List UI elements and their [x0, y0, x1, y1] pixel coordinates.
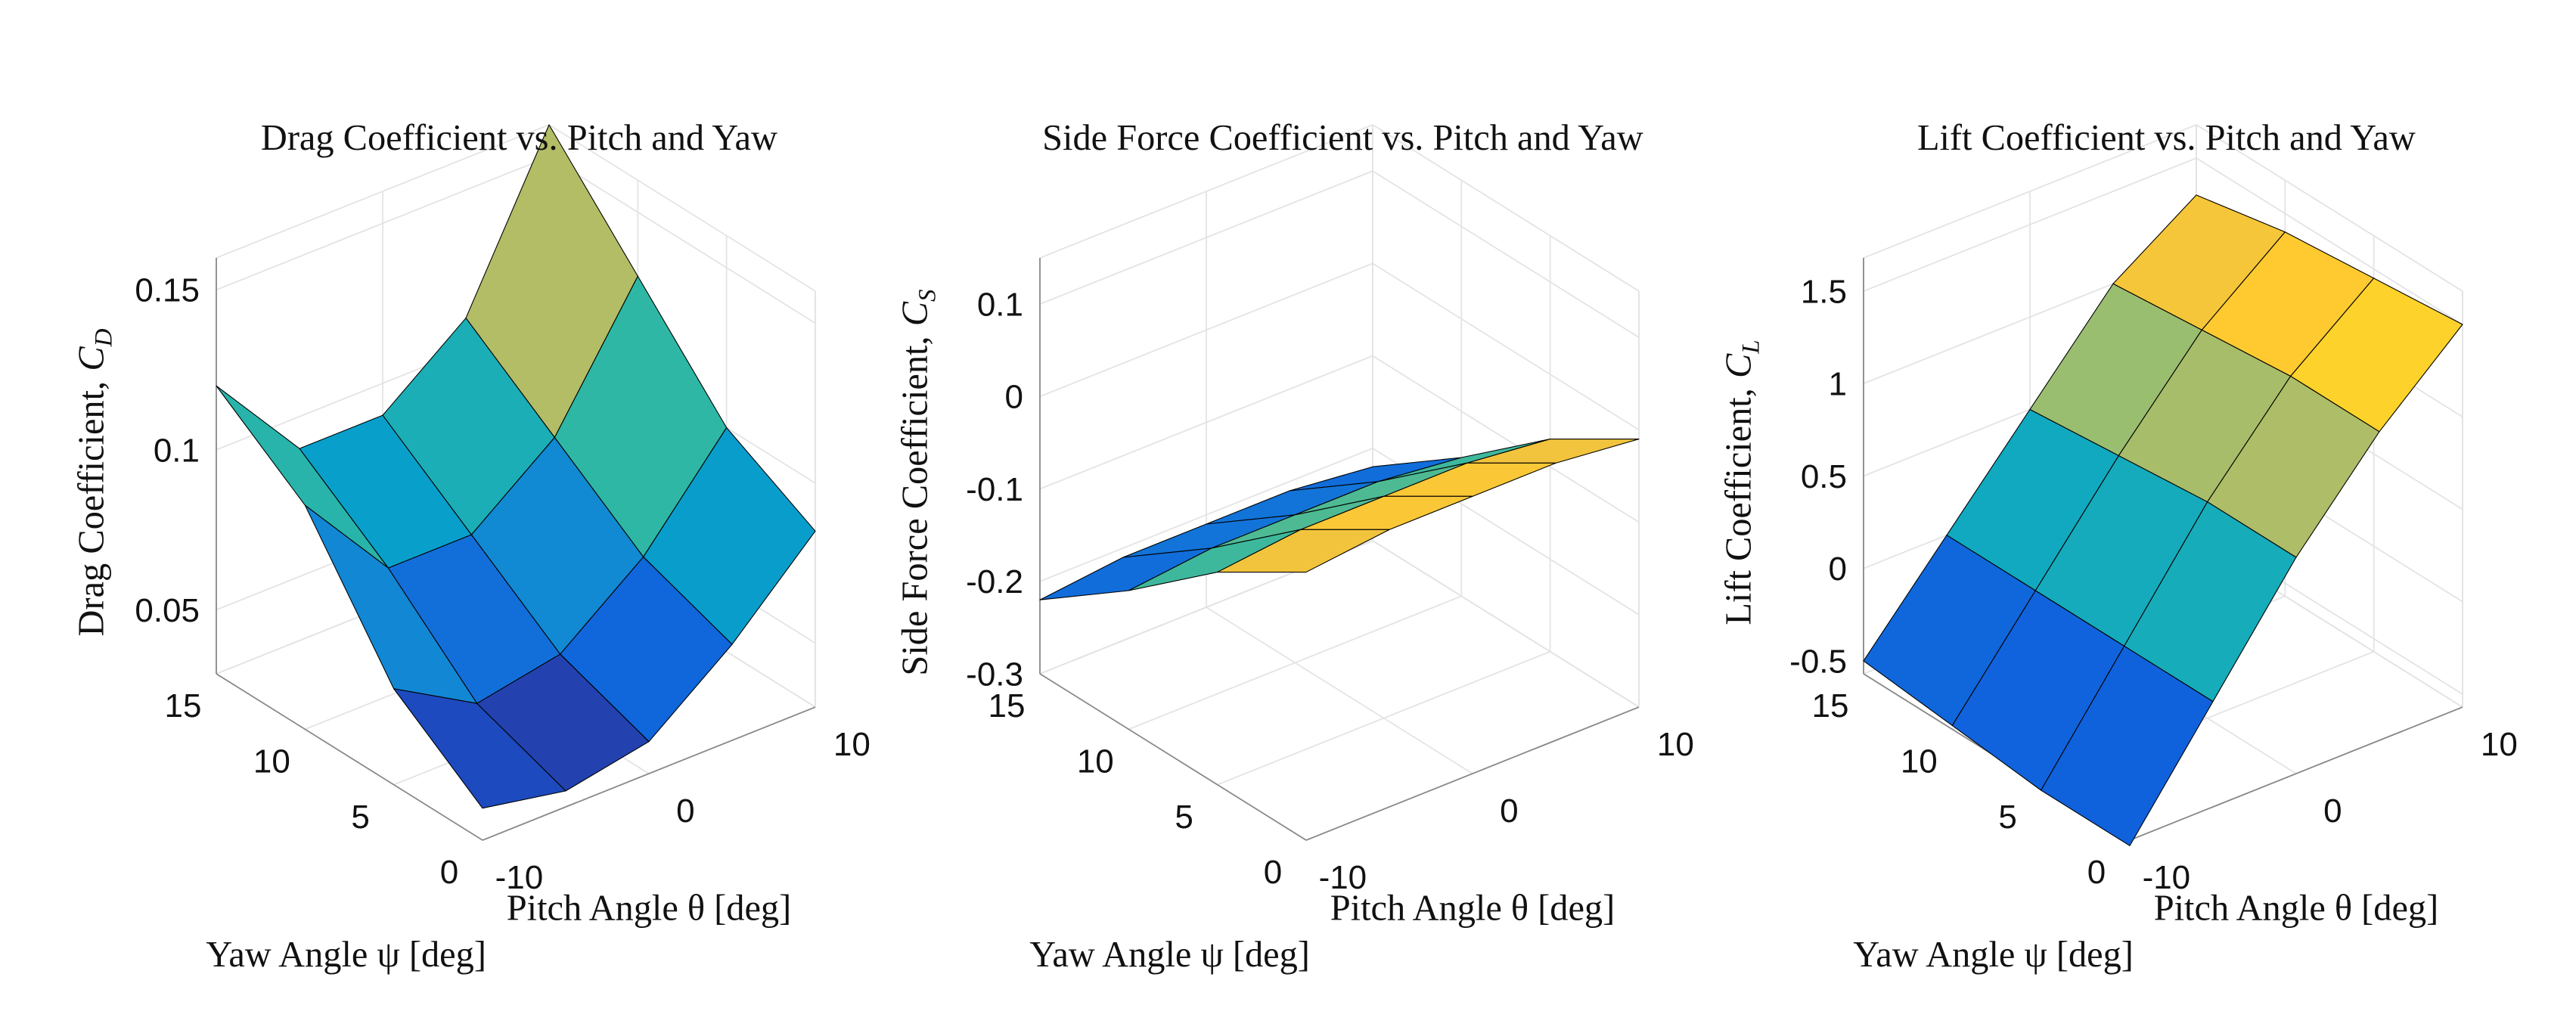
chart-title: Drag Coefficient vs. Pitch and Yaw [261, 118, 777, 158]
z-axis-label-subscript: D [90, 328, 117, 347]
z-axis-label-text: Side Force Coefficient, [895, 336, 935, 675]
z-tick-label: 0.1 [977, 287, 1023, 324]
y-axis-label: Yaw Angle ψ [deg] [1029, 935, 1310, 975]
z-axis-label-subscript: L [1737, 340, 1764, 354]
y-tick-label: 5 [351, 799, 369, 836]
grid-line [2196, 157, 2463, 325]
y-tick-label: 10 [253, 743, 290, 780]
y-axis [1039, 673, 1307, 841]
surface-panel: -10 0 10 0 5 10 15-0.3 -0.2 -0.1 0 0.1 Side Force C… [895, 118, 1693, 975]
z-tick-label: -0.5 [1789, 643, 1847, 680]
z-axis-label-symbol: C [1718, 353, 1758, 378]
y-tick-label: 10 [1077, 743, 1114, 780]
z-tick-label: 0.05 [135, 592, 200, 629]
y-tick-label: 15 [165, 687, 202, 724]
y-tick-label: 15 [1812, 687, 1849, 724]
chart-title: Side Force Coefficient vs. Pitch and Yaw [1042, 118, 1643, 158]
grid-line [1039, 170, 1373, 305]
grid-line [548, 156, 816, 324]
surface-face [1217, 529, 1390, 573]
surface-panel: -10 0 10 0 5 10 15 -0.5 0 0.5 1 1.5 Lift Coefficient… [1718, 118, 2517, 975]
y-axis-label: Yaw Angle ψ [deg] [1853, 935, 2134, 975]
grid-line [1039, 262, 1373, 398]
grid-line [1372, 262, 1640, 431]
surface-face [393, 688, 566, 809]
x-tick-label: 10 [1657, 726, 1694, 763]
z-axis-label: Lift Coefficient, CL [1718, 340, 1764, 625]
z-tick-label: 1.5 [1801, 273, 1847, 310]
grid-line [1128, 595, 1462, 731]
z-axis-label: Drag Coefficient, CD [71, 328, 117, 636]
surface-face [2041, 645, 2214, 846]
z-axis-label-text: Drag Coefficient, [71, 381, 111, 637]
y-tick-label: 0 [1264, 854, 1282, 891]
grid-line [1039, 355, 1373, 490]
grid-line [1372, 170, 1640, 338]
box-edge [548, 124, 816, 292]
grid-line [1863, 157, 2197, 292]
x-axis [2129, 706, 2463, 841]
x-axis [1305, 706, 1640, 841]
surface-panel: -10 0 10 0 5 10 15 0.05 0.1 0.15 Drag Coefficient … [71, 118, 870, 975]
z-tick-label: -0.1 [966, 471, 1023, 508]
z-tick-label: 0 [1829, 551, 1847, 588]
y-tick-label: 5 [1998, 799, 2016, 836]
x-tick-label: -10 [495, 859, 544, 896]
z-tick-label: 0.5 [1801, 458, 1847, 495]
x-axis-label: Pitch Angle θ [deg] [2154, 889, 2439, 929]
x-axis-label: Pitch Angle θ [deg] [507, 889, 792, 929]
grid-line [1372, 355, 1640, 523]
y-axis [216, 673, 483, 841]
chart-title: Lift Coefficient vs. Pitch and Yaw [1917, 118, 2416, 158]
x-tick-label: 0 [676, 793, 694, 830]
z-tick-label: 0.15 [135, 272, 200, 309]
x-axis-label: Pitch Angle θ [deg] [1330, 889, 1615, 929]
z-tick-label: 1 [1829, 366, 1847, 403]
x-axis [482, 706, 816, 841]
z-tick-label: 0 [1005, 379, 1023, 416]
grid-line [1217, 650, 1550, 786]
box-edge [1372, 124, 1640, 292]
grid-line [216, 156, 550, 291]
x-tick-label: 10 [833, 726, 871, 763]
y-tick-label: 15 [989, 687, 1026, 724]
z-tick-label: -0.2 [966, 563, 1023, 600]
y-axis-label: Yaw Angle ψ [deg] [206, 935, 486, 975]
z-tick-label: -0.3 [966, 656, 1023, 693]
z-axis-label-text: Lift Coefficient, [1718, 388, 1758, 625]
x-tick-label: 10 [2481, 726, 2518, 763]
y-tick-label: 0 [440, 854, 458, 891]
x-tick-label: -10 [2143, 859, 2191, 896]
z-tick-label: 0.1 [154, 432, 200, 469]
y-tick-label: 5 [1175, 799, 1193, 836]
y-tick-label: 0 [2087, 854, 2106, 891]
z-axis-label-symbol: C [71, 346, 111, 371]
grid-line [1039, 447, 1373, 582]
box-edge [2196, 124, 2463, 292]
grid-line [1206, 606, 1473, 774]
grid-line [1372, 540, 1640, 708]
z-axis-label-subscript: S [914, 289, 941, 302]
z-axis-label-symbol: C [895, 301, 935, 326]
y-tick-label: 10 [1901, 743, 1938, 780]
x-tick-label: 0 [1500, 793, 1518, 830]
z-axis-label: Side Force Coefficient, CS [895, 289, 941, 675]
x-tick-label: -10 [1319, 859, 1367, 896]
x-tick-label: 0 [2323, 793, 2342, 830]
